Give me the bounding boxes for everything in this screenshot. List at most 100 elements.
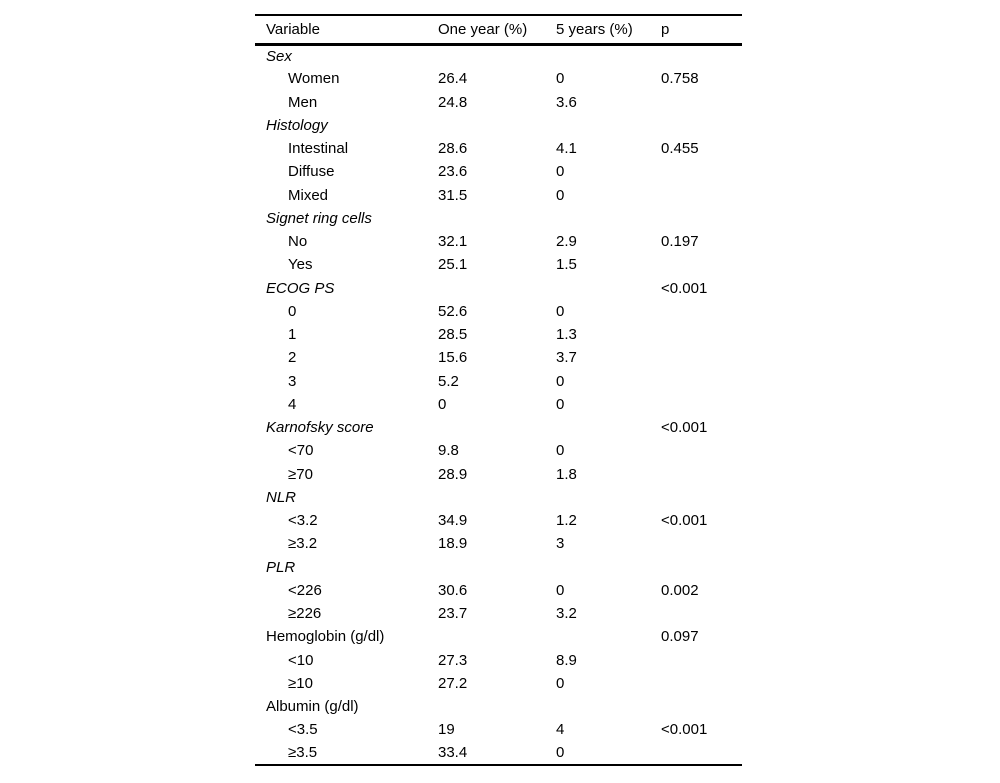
- variable-cell: No: [288, 233, 308, 251]
- survival-table: Variable One year (%) 5 years (%) p Sex W…: [255, 14, 742, 766]
- variable-cell: 4: [288, 395, 297, 413]
- table-row: Sex: [255, 44, 742, 67]
- table-row: 1 28.5 1.3: [255, 323, 742, 346]
- five-years-cell: 0: [556, 442, 565, 460]
- table-row: Intestinal 28.6 4.1 0.455: [255, 137, 742, 160]
- p-value-cell: [661, 370, 742, 393]
- table-row: <3.2 34.9 1.2 <0.001: [255, 509, 742, 532]
- five-years-cell: 0: [556, 744, 565, 762]
- p-value-cell: 0.758: [661, 70, 699, 88]
- one-year-cell: [438, 207, 556, 230]
- variable-cell: ≥3.2: [288, 535, 318, 553]
- five-years-cell: 1.3: [556, 326, 577, 344]
- variable-cell: <3.5: [288, 721, 318, 739]
- five-years-cell: 2.9: [556, 233, 577, 251]
- table-row: No 32.1 2.9 0.197: [255, 230, 742, 253]
- table-row: Yes 25.1 1.5: [255, 253, 742, 276]
- p-value-cell: [661, 742, 742, 765]
- table-row: PLR: [255, 556, 742, 579]
- five-years-cell: [556, 207, 661, 230]
- table-row: 3 5.2 0: [255, 370, 742, 393]
- table-row: <226 30.6 0 0.002: [255, 579, 742, 602]
- p-value-cell: [661, 323, 742, 346]
- five-years-cell: 8.9: [556, 651, 577, 669]
- five-years-cell: 0: [556, 581, 565, 599]
- one-year-cell: 23.6: [438, 163, 468, 181]
- variable-cell: 1: [288, 326, 297, 344]
- table-row: Diffuse 23.6 0: [255, 160, 742, 183]
- one-year-cell: 9.8: [438, 442, 459, 460]
- p-value-cell: [661, 114, 742, 137]
- five-years-cell: 3: [556, 535, 565, 553]
- variable-cell: Mixed: [288, 186, 329, 204]
- one-year-cell: 26.4: [438, 70, 468, 88]
- one-year-cell: 52.6: [438, 302, 468, 320]
- five-years-cell: 3.7: [556, 349, 577, 367]
- table-row: Albumin (g/dl): [255, 695, 742, 718]
- variable-cell: Yes: [288, 256, 313, 274]
- one-year-cell: 32.1: [438, 233, 468, 251]
- one-year-cell: 15.6: [438, 349, 468, 367]
- table-row: <3.5 19 4 <0.001: [255, 718, 742, 741]
- five-years-cell: 3.6: [556, 93, 577, 111]
- five-years-cell: [556, 695, 661, 718]
- one-year-cell: 0: [438, 395, 447, 413]
- table-row: ≥226 23.7 3.2: [255, 602, 742, 625]
- p-value-cell: 0.097: [661, 628, 699, 646]
- one-year-cell: 19: [438, 721, 455, 739]
- table-row: 2 15.6 3.7: [255, 346, 742, 369]
- one-year-cell: 27.3: [438, 651, 468, 669]
- p-value-cell: <0.001: [661, 721, 708, 739]
- p-value-cell: <0.001: [661, 512, 708, 530]
- table-row: Signet ring cells: [255, 207, 742, 230]
- five-years-cell: 0: [556, 163, 565, 181]
- five-years-cell: [556, 44, 661, 67]
- variable-cell: 3: [288, 372, 297, 390]
- one-year-cell: 23.7: [438, 605, 468, 623]
- five-years-cell: [556, 625, 661, 648]
- p-value-cell: [661, 160, 742, 183]
- one-year-cell: 24.8: [438, 93, 468, 111]
- header-row: Variable One year (%) 5 years (%) p: [255, 15, 742, 44]
- variable-cell: Signet ring cells: [266, 209, 372, 227]
- table-row: Men 24.8 3.6: [255, 91, 742, 114]
- one-year-cell: 27.2: [438, 674, 468, 692]
- one-year-cell: 28.9: [438, 465, 468, 483]
- p-value-cell: [661, 439, 742, 462]
- variable-cell: ≥10: [288, 674, 313, 692]
- p-value-cell: [661, 393, 742, 416]
- one-year-cell: 28.6: [438, 140, 468, 158]
- five-years-cell: 4: [556, 721, 565, 739]
- table-body: Sex Women 26.4 0 0.758 Men 24.8 3.6 Histology Int…: [255, 44, 742, 765]
- column-header-p-value: p: [661, 20, 670, 38]
- five-years-cell: 0: [556, 70, 565, 88]
- p-value-cell: 0.197: [661, 233, 699, 251]
- one-year-cell: 28.5: [438, 326, 468, 344]
- one-year-cell: [438, 556, 556, 579]
- five-years-cell: 1.8: [556, 465, 577, 483]
- p-value-cell: [661, 672, 742, 695]
- five-years-cell: 1.5: [556, 256, 577, 274]
- one-year-cell: [438, 416, 556, 439]
- p-value-cell: [661, 556, 742, 579]
- p-value-cell: [661, 184, 742, 207]
- variable-cell: <3.2: [288, 512, 318, 530]
- variable-cell: <70: [288, 442, 314, 460]
- variable-cell: ≥226: [288, 605, 322, 623]
- five-years-cell: 0: [556, 674, 565, 692]
- five-years-cell: [556, 114, 661, 137]
- variable-cell: Karnofsky score: [266, 419, 374, 437]
- column-header-variable: Variable: [266, 20, 320, 38]
- five-years-cell: 1.2: [556, 512, 577, 530]
- variable-cell: ≥3.5: [288, 744, 318, 762]
- table-row: NLR: [255, 486, 742, 509]
- variable-cell: Intestinal: [288, 140, 349, 158]
- p-value-cell: [661, 207, 742, 230]
- variable-cell: Diffuse: [288, 163, 335, 181]
- variable-cell: ECOG PS: [266, 279, 335, 297]
- p-value-cell: [661, 346, 742, 369]
- one-year-cell: 5.2: [438, 372, 459, 390]
- table-row: Hemoglobin (g/dl) 0.097: [255, 625, 742, 648]
- one-year-cell: 33.4: [438, 744, 468, 762]
- variable-cell: Hemoglobin (g/dl): [266, 628, 385, 646]
